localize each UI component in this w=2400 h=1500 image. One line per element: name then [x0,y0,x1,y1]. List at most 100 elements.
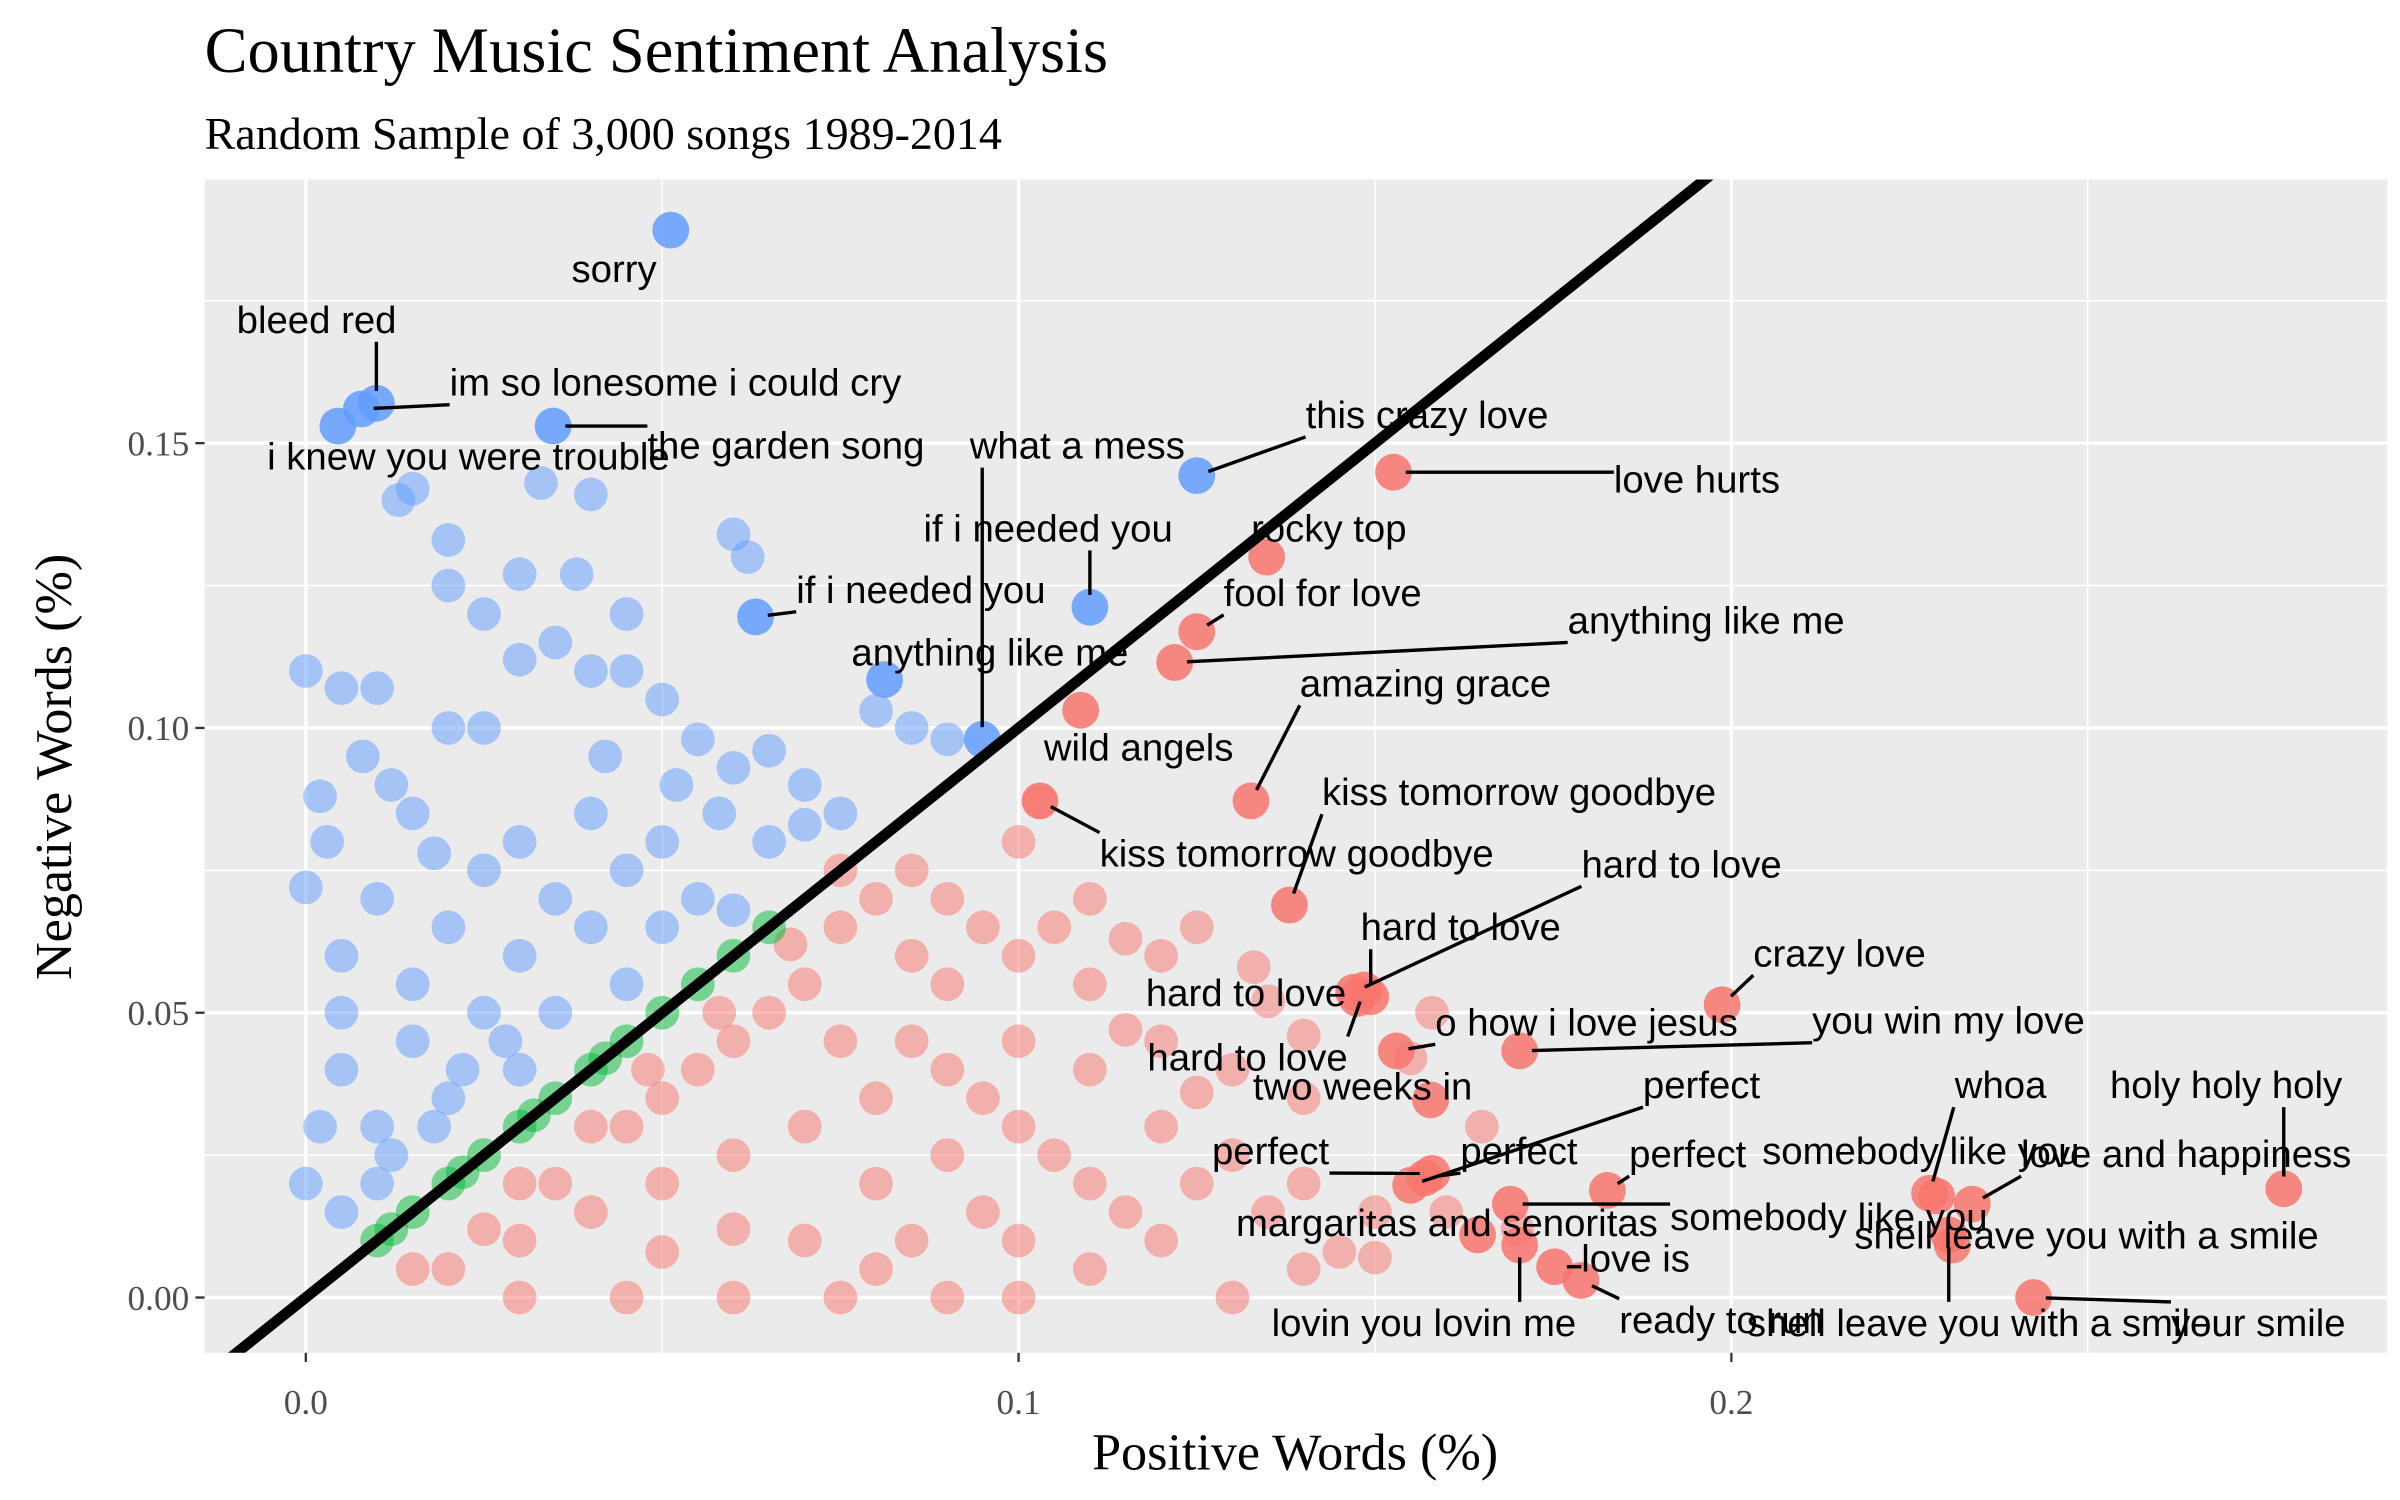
point [631,1052,665,1087]
point [324,1052,359,1087]
point [574,1109,608,1144]
point [538,1166,573,1201]
point [1588,1172,1626,1209]
point [431,1081,466,1116]
point [1001,1280,1036,1315]
point [288,870,323,905]
point [1001,1024,1036,1059]
point [1072,881,1107,916]
point-label: the garden song [647,425,924,468]
point [1377,1032,1415,1070]
point-label: perfect [1629,1133,1747,1176]
point [859,881,893,916]
point-label: bleed red [237,299,397,342]
point [324,671,359,705]
leader-line [1050,805,1101,835]
point-label: if i needed you [923,507,1172,550]
point-label: hard to love [1147,1037,1347,1080]
point [467,597,501,631]
point [1215,1280,1250,1315]
point-label: whoa [1954,1064,2047,1107]
leader-line [1291,813,1324,895]
point [859,1081,893,1116]
point [395,967,430,1002]
point [1037,1138,1072,1172]
point-label: if i needed you [796,569,1045,612]
point [431,711,466,745]
point [930,967,965,1002]
point [1358,1240,1392,1275]
point [395,796,430,831]
point [310,824,345,859]
point [1178,613,1216,651]
point [559,557,594,592]
leader-line [1408,1042,1436,1051]
point-label: fool for love [1224,572,1422,615]
leader-line [1436,1171,1461,1178]
axes: 0.0 0.1 0.2 0.00 0.05 0.10 0.15 [128,424,1754,1422]
y-axis-title: Negative Words (%) [26,554,83,980]
point [360,1109,394,1144]
point [319,407,357,445]
point-label: rocky top [1251,507,1407,550]
point [930,1138,965,1172]
point [303,779,337,814]
point [1215,1138,1250,1172]
point [1465,1109,1499,1144]
marks [228,179,2303,1353]
point [324,1195,359,1229]
point [680,722,715,757]
point [467,853,501,888]
point [1108,1195,1143,1229]
point [360,671,394,705]
point-label: kiss tomorrow goodbye [1322,771,1716,814]
reference-line [228,179,1714,1353]
point [502,1052,537,1087]
point-label: somebody like you [1762,1130,2079,1173]
point-label: love hurts [1614,458,1780,501]
point [374,1138,409,1172]
point [1501,1032,1539,1070]
point [1072,1252,1107,1286]
point [716,1024,751,1059]
point [823,1280,858,1315]
point [574,477,608,512]
point [787,967,822,1002]
x-tick-label: 0.2 [1709,1383,1753,1422]
point [502,824,537,859]
point [702,796,737,831]
point [609,1280,644,1315]
point [730,540,765,574]
point [1406,1159,1444,1197]
point [431,910,466,945]
point-label: your smile [2171,1302,2346,1345]
leader-line [1931,1106,1956,1182]
point [966,1081,1000,1116]
leader-line [1364,884,1583,989]
point [716,750,751,785]
point [1345,971,1383,1009]
point [1215,1052,1250,1087]
point [431,523,466,557]
point [1072,1052,1107,1087]
point [866,661,903,698]
point-label: holy holy holy [2110,1064,2343,1107]
point [1021,782,1059,820]
point [417,1109,451,1144]
leader-line [2045,1296,2172,1304]
point [1415,995,1449,1030]
point [534,407,572,445]
point [645,1081,680,1116]
y-tick-label: 0.05 [128,994,190,1033]
point [859,1252,893,1286]
point [645,1235,680,1269]
point [1108,921,1143,956]
y-tick-label: 0.10 [128,709,190,748]
point [502,1223,537,1258]
point [894,1024,929,1059]
point [574,1195,608,1229]
point [445,1052,480,1087]
point [1918,1177,1956,1215]
point [787,1109,822,1144]
